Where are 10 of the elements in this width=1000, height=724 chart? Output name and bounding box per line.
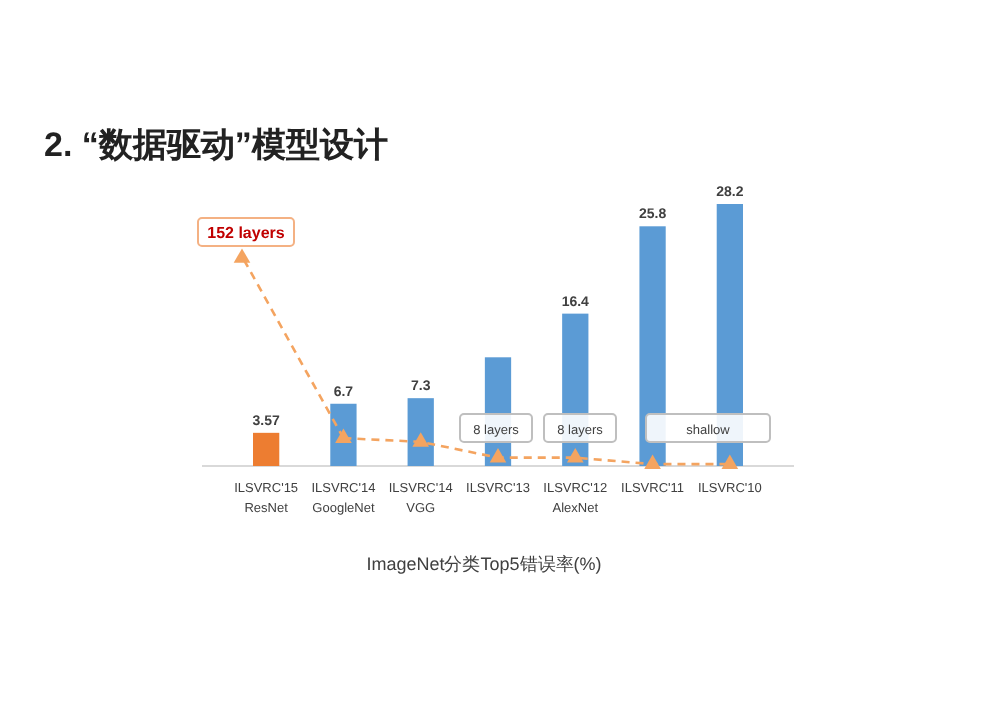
point <box>644 454 661 469</box>
bar <box>407 398 434 466</box>
annotation: 152 layers <box>207 224 286 242</box>
x-axis-title: ImageNet分类Top5错误率(%) <box>366 554 602 574</box>
point <box>721 454 739 469</box>
bar <box>330 403 357 466</box>
bar <box>253 432 280 466</box>
point <box>489 448 507 463</box>
point <box>566 448 584 463</box>
chart-title: 2. “数据驱动”模型设计 <box>44 126 388 164</box>
